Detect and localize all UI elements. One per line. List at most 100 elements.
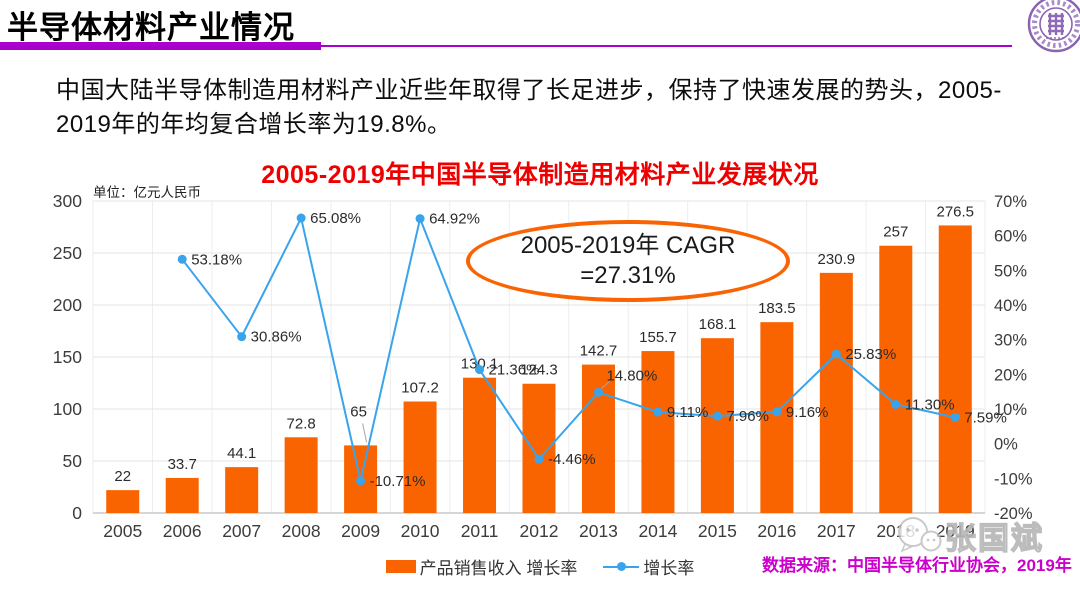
data-source: 数据来源：中国半导体行业协会，2019年 [762, 556, 1072, 575]
x-axis-label: 2012 [520, 521, 559, 541]
bar-swatch-icon [385, 560, 416, 573]
right-axis-tick: 70% [994, 193, 1027, 211]
right-axis-tick: 10% [994, 401, 1027, 419]
bar-value-label: 130.1 [461, 356, 499, 373]
growth-value-label: 25.83% [845, 346, 896, 363]
growth-value-label: 9.16% [786, 404, 829, 421]
bar-value-label: 33.7 [168, 456, 197, 473]
unit-label: 单位：亿元人民币 [93, 185, 201, 200]
growth-value-label: -10.71% [370, 473, 426, 490]
left-axis-tick: 300 [53, 191, 82, 211]
chart-legend: 产品销售收入 增长率 增长率 [0, 554, 1080, 579]
x-axis-label: 2015 [698, 521, 737, 541]
growth-value-label: 21.36% [489, 362, 540, 379]
growth-value-label: 9.11% [667, 404, 708, 421]
growth-value-label: 7.59% [964, 409, 1007, 426]
bar-value-label: 107.2 [401, 380, 439, 397]
chart-title: 2005-2019年中国半导体制造用材料产业发展状况 [261, 161, 819, 189]
x-axis-label: 2017 [817, 521, 856, 541]
growth-point [772, 407, 782, 417]
growth-value-label: 11.30% [905, 396, 955, 413]
bar-value-label: 257 [883, 224, 908, 241]
x-axis-label: 2013 [579, 521, 618, 541]
x-axis-label: 2011 [461, 521, 499, 541]
bar-value-label: 230.9 [818, 251, 856, 268]
bar-2016 [760, 322, 794, 513]
bar-value-label: 183.5 [758, 300, 796, 317]
x-axis-label: 2005 [103, 521, 142, 541]
bar-2018 [879, 245, 913, 513]
right-axis-tick: 30% [994, 332, 1027, 350]
left-axis-tick: 250 [53, 243, 82, 263]
label-leader-line [362, 423, 368, 443]
bar-2011 [463, 377, 497, 513]
right-axis-tick: -10% [994, 470, 1033, 488]
growth-point [831, 349, 841, 359]
bar-value-label: 276.5 [936, 203, 974, 220]
x-axis-label: 2019 [936, 521, 975, 541]
left-axis-tick: 50 [63, 451, 83, 471]
growth-point [534, 454, 544, 464]
growth-point [296, 213, 306, 223]
bar-value-label: 65 [350, 403, 367, 420]
growth-point [653, 407, 663, 417]
left-axis-tick: 150 [53, 347, 82, 367]
right-axis-tick: 20% [994, 366, 1027, 384]
growth-point [950, 412, 960, 422]
growth-point [177, 254, 187, 264]
cagr-line2: =27.31% [580, 262, 676, 289]
growth-value-label: 65.08% [310, 210, 361, 227]
cagr-line1: 2005-2019年 CAGR [520, 232, 736, 259]
left-axis-tick: 0 [72, 503, 82, 523]
bar-value-label: 155.7 [639, 329, 677, 346]
bar-2015 [700, 338, 734, 513]
left-axis-tick: 100 [53, 399, 82, 419]
bar-2017 [819, 272, 853, 513]
bar-2010 [403, 401, 437, 513]
bar-2008 [284, 437, 318, 513]
cagr-annotation: 2005-2019年 CAGR =27.31% [466, 220, 790, 302]
bar-value-label: 124.3 [520, 362, 558, 379]
growth-point [415, 214, 425, 224]
watermark-text: 张国斌 [944, 520, 1044, 556]
legend-label-growth: 增长率 [643, 559, 695, 578]
bar-2019 [938, 225, 972, 513]
bar-2007 [225, 467, 259, 513]
growth-value-label: 53.18% [191, 251, 242, 268]
bar-value-label: 142.7 [580, 343, 618, 360]
legend-item-revenue: 产品销售收入 增长率 [385, 554, 577, 579]
growth-point [237, 332, 247, 342]
right-axis-tick: 60% [994, 228, 1027, 246]
growth-value-label: -4.46% [548, 451, 596, 468]
title-underline-thin [321, 45, 1012, 47]
right-axis-tick: 40% [994, 297, 1027, 315]
bar-value-label: 22 [114, 468, 131, 485]
bar-value-label: 44.1 [227, 445, 256, 462]
growth-line [181, 215, 956, 482]
university-seal-logo [1027, 0, 1080, 53]
left-axis-tick: 200 [53, 295, 82, 315]
bar-2005 [106, 490, 140, 513]
chat-bubbles-icon [898, 516, 942, 552]
growth-point [712, 411, 722, 421]
bar-value-label: 72.8 [287, 415, 316, 432]
bar-2013 [581, 364, 615, 513]
x-axis-label: 2009 [341, 521, 380, 541]
x-axis-label: 2016 [757, 521, 796, 541]
bar-2012 [522, 383, 556, 513]
bar-value-label: 168.1 [699, 316, 737, 333]
x-axis-label: 2014 [638, 521, 677, 541]
growth-value-label: 64.92% [429, 211, 480, 228]
title-underline-thick [0, 42, 321, 50]
growth-point [593, 387, 603, 397]
bar-2014 [641, 351, 675, 513]
growth-point [891, 399, 901, 409]
line-swatch-icon [603, 560, 640, 573]
right-axis-tick: 0% [994, 436, 1018, 454]
legend-item-growth: 增长率 [603, 554, 694, 579]
growth-value-label: 30.86% [251, 329, 302, 346]
bar-2006 [165, 477, 199, 513]
growth-point [356, 476, 366, 486]
